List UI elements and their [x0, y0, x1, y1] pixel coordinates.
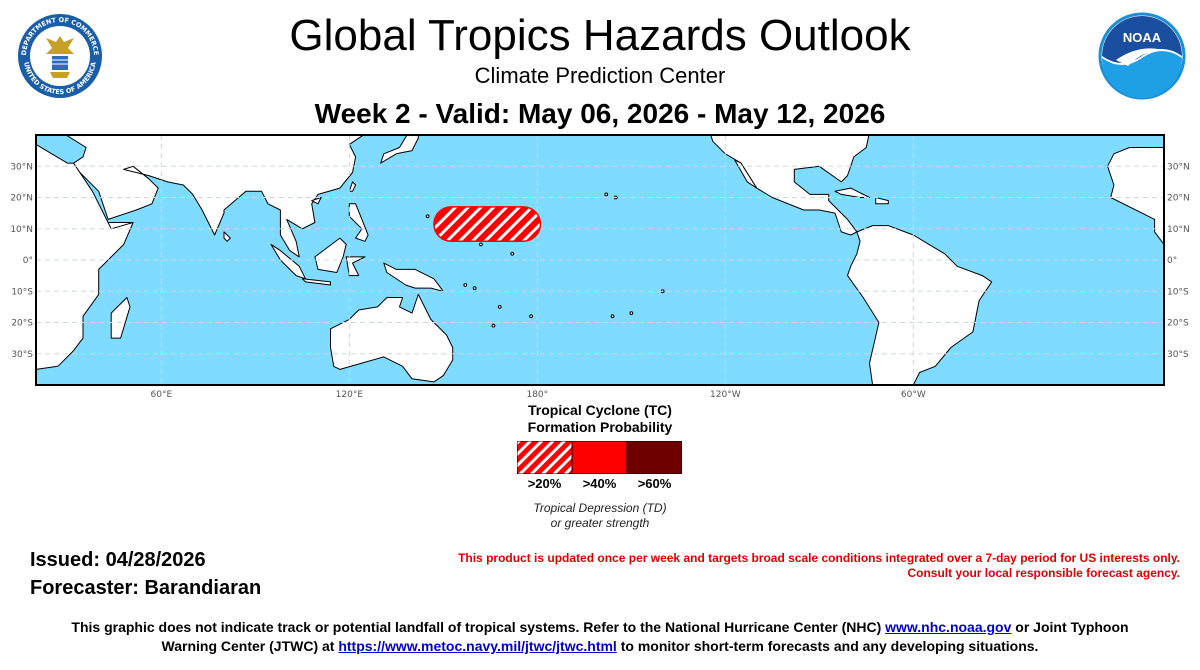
sulawesi-landmass	[345, 256, 366, 277]
footer-line1-text: This graphic does not indicate track or …	[71, 619, 886, 635]
island-3	[479, 242, 483, 247]
island-11	[510, 251, 515, 256]
noaa-logo-text: NOAA	[1123, 30, 1162, 45]
graticule	[36, 135, 1164, 385]
page-subtitle: Climate Prediction Center	[474, 63, 726, 88]
tc-formation-hazard-area	[433, 206, 542, 242]
disclaimer-line2: Consult your local responsible forecast …	[907, 566, 1180, 580]
japan-landmass	[380, 135, 419, 164]
australia-landmass	[330, 293, 454, 383]
legend-title-line1: Tropical Cyclone (TC)	[528, 402, 672, 418]
hainan-landmass	[311, 197, 322, 205]
new-guinea-landmass	[383, 262, 444, 292]
nhc-link[interactable]: www.nhc.noaa.gov	[885, 619, 1012, 635]
lat-label-left: 30°S	[11, 350, 33, 360]
lat-label-left: 20°N	[10, 194, 33, 204]
jtwc-link[interactable]: https://www.metoc.navy.mil/jtwc/jtwc.htm…	[338, 638, 617, 654]
island-0	[425, 214, 430, 219]
legend-label-60: >60%	[637, 476, 672, 491]
eagle-icon	[46, 36, 74, 78]
lon-label: 120°E	[336, 390, 364, 400]
lat-label-right: 10°S	[1167, 287, 1189, 297]
island-7	[529, 314, 533, 319]
island-13	[604, 192, 609, 197]
lat-label-right: 30°S	[1167, 350, 1189, 360]
java-landmass	[301, 278, 331, 286]
tropics-map: 30°N 30°N 20°N 20°N 10°N 10°N 0° 0° 10°S 10°S 20°S…	[10, 134, 1190, 400]
legend-swatch-20	[517, 441, 573, 474]
sri-lanka-landmass	[223, 231, 231, 242]
noaa-logo: NOAA	[1098, 12, 1186, 100]
legend-swatch-40	[571, 441, 628, 474]
lon-label: 180°	[526, 390, 548, 400]
footer-line2-end: to monitor short-term forecasts and any …	[616, 638, 1039, 654]
footer-line1: This graphic does not indicate track or …	[0, 618, 1200, 637]
valid-period: Week 2 - Valid: May 06, 2026 - May 12, 2…	[314, 98, 886, 129]
legend-note-line1: Tropical Depression (TD)	[533, 501, 667, 515]
island-14	[610, 314, 615, 319]
island-9	[472, 286, 477, 291]
lat-label-left: 10°S	[11, 287, 33, 297]
lat-label-left: 20°S	[11, 319, 33, 329]
lat-label-left: 30°N	[10, 162, 33, 172]
south-america-landmass	[847, 225, 993, 385]
legend-label-20: >20%	[527, 476, 562, 491]
legend-title-line2: Formation Probability	[527, 419, 673, 435]
island-10	[463, 283, 468, 287]
legend-note-line2: or greater strength	[550, 516, 650, 530]
department-of-commerce-seal: DEPARTMENT OF COMMERCE UNITED STATES OF …	[18, 14, 102, 98]
page-title: Global Tropics Hazards Outlook	[289, 11, 911, 60]
legend-note: Tropical Depression (TD) or greater stre…	[480, 501, 720, 531]
lat-label-left: 10°N	[10, 225, 33, 235]
island-15	[629, 311, 634, 316]
lon-label: 60°E	[151, 390, 173, 400]
disclaimer: This product is updated once per week an…	[458, 551, 1180, 581]
footer-notice: This graphic does not indicate track or …	[0, 618, 1200, 656]
legend-swatch-60	[626, 441, 682, 474]
w-africa-east-frame-landmass	[1107, 147, 1164, 245]
lat-label-right: 10°N	[1167, 225, 1190, 235]
lat-label-right: 20°S	[1167, 319, 1189, 329]
lat-label-right: 0°	[1167, 256, 1177, 266]
land-masses	[36, 135, 1164, 385]
borneo-landmass	[314, 237, 347, 273]
hazard-areas	[433, 206, 542, 242]
footer-line2: Warning Center (JTWC) at https://www.met…	[0, 637, 1200, 656]
island-6	[497, 304, 502, 309]
footer-line2-text: Warning Center (JTWC) at	[161, 638, 339, 654]
lat-label-right: 20°N	[1167, 194, 1190, 204]
footer-line1-end: or Joint Typhoon	[1011, 619, 1129, 635]
lon-label: 120°W	[710, 390, 741, 400]
madagascar-landmass	[110, 297, 131, 339]
lat-label-right: 30°N	[1167, 162, 1190, 172]
forecaster-name: Forecaster: Barandiaran	[30, 577, 262, 599]
baja-landmass	[734, 159, 758, 189]
taiwan-landmass	[348, 181, 357, 192]
longitude-labels: 60°E 120°E 180° 120°W 60°W	[151, 390, 926, 400]
map-frame	[35, 134, 1165, 386]
philippines-landmass	[348, 203, 369, 242]
island-8	[491, 323, 496, 328]
legend-swatches	[517, 441, 682, 474]
legend-title: Tropical Cyclone (TC) Formation Probabil…	[480, 402, 720, 436]
lat-label-left: 0°	[23, 256, 33, 266]
lon-label: 60°W	[901, 390, 926, 400]
arabia-horn-landmass	[107, 222, 134, 230]
legend-label-40: >40%	[582, 476, 617, 491]
hispaniola-landmass	[875, 197, 889, 205]
issued-date: Issued: 04/28/2026	[30, 549, 206, 571]
disclaimer-line1: This product is updated once per week an…	[458, 551, 1180, 565]
latitude-labels: 30°N 30°N 20°N 20°N 10°N 10°N 0° 0° 10°S 10°S 20°S…	[10, 162, 1189, 360]
